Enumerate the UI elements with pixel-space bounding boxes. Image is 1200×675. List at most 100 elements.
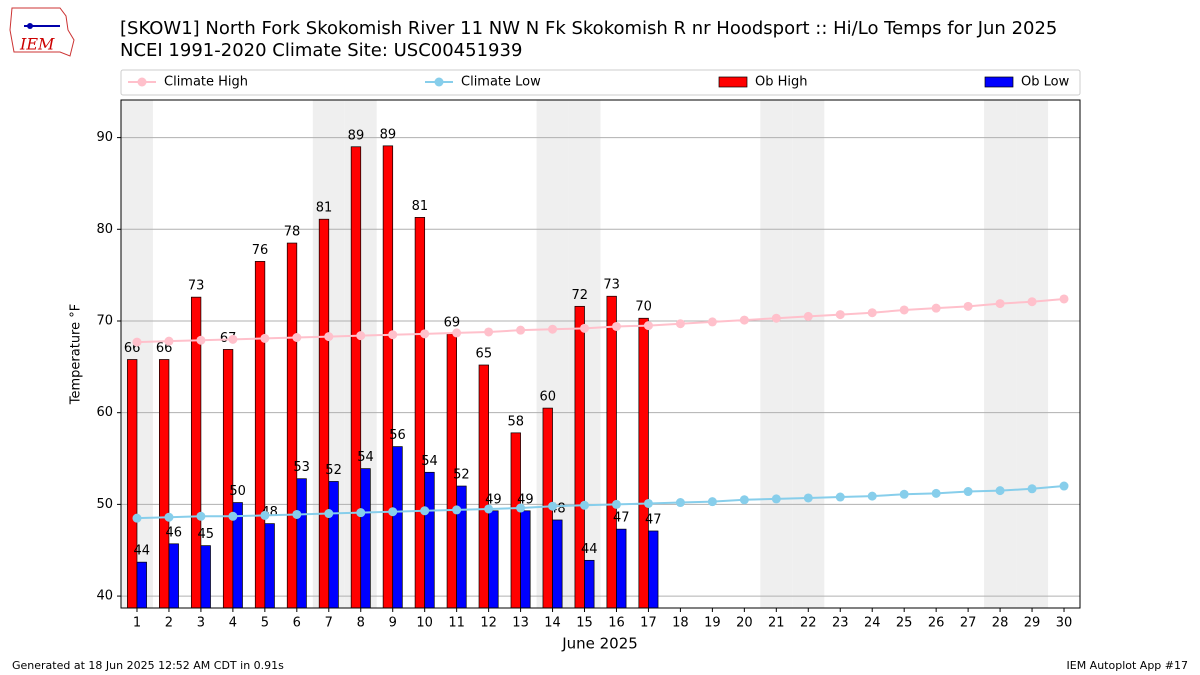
bar xyxy=(296,478,307,609)
point xyxy=(388,330,398,340)
x-tick-label: 9 xyxy=(389,616,397,631)
point xyxy=(324,509,334,519)
point xyxy=(803,493,813,503)
legend-label: Climate High xyxy=(164,75,248,90)
data-label: 81 xyxy=(412,199,429,214)
data-label: 46 xyxy=(165,525,182,540)
point xyxy=(1027,297,1037,307)
footer-left: Generated at 18 Jun 2025 12:52 AM CDT in… xyxy=(12,659,284,672)
point xyxy=(643,498,653,508)
point xyxy=(931,303,941,313)
x-tick-label: 3 xyxy=(197,616,205,631)
point xyxy=(260,333,270,343)
point xyxy=(228,511,238,521)
bar xyxy=(350,146,362,609)
weekend-shade xyxy=(1016,100,1049,608)
point xyxy=(739,495,749,505)
x-tick-label: 19 xyxy=(704,616,721,631)
point xyxy=(484,504,494,514)
bar xyxy=(382,145,394,609)
data-label: 49 xyxy=(517,492,534,507)
x-tick-label: 4 xyxy=(229,616,237,631)
bar xyxy=(648,530,659,609)
point xyxy=(356,331,366,341)
bar xyxy=(510,432,521,609)
weekend-shade xyxy=(984,100,1017,608)
line xyxy=(136,485,1065,520)
point xyxy=(388,507,398,517)
point xyxy=(420,506,430,516)
point xyxy=(580,323,590,333)
data-label: 44 xyxy=(581,542,598,557)
line xyxy=(136,297,1065,344)
x-tick-label: 6 xyxy=(293,616,301,631)
data-label: 52 xyxy=(453,468,470,483)
bar xyxy=(638,317,649,609)
legend-label: Ob Low xyxy=(1021,75,1070,90)
bar xyxy=(488,510,499,609)
x-tick-label: 24 xyxy=(864,616,881,631)
bar xyxy=(584,559,595,609)
bar xyxy=(159,359,170,609)
plot-frame xyxy=(120,99,1081,609)
data-label: 52 xyxy=(325,463,342,478)
point xyxy=(260,510,270,520)
x-axis-label: June 2025 xyxy=(561,635,638,653)
data-label: 54 xyxy=(421,454,438,469)
data-label: 81 xyxy=(316,201,333,216)
legend-label: Climate Low xyxy=(461,75,541,90)
weekend-shade xyxy=(792,100,825,608)
bar xyxy=(478,364,489,609)
bar xyxy=(424,471,435,609)
x-tick-label: 21 xyxy=(768,616,785,631)
data-label: 78 xyxy=(284,225,301,240)
data-label: 73 xyxy=(603,278,620,293)
point xyxy=(675,498,685,508)
bar xyxy=(392,446,403,609)
point xyxy=(452,328,462,338)
point xyxy=(548,501,558,511)
x-tick-label: 17 xyxy=(640,616,657,631)
legend-swatch xyxy=(984,76,1014,88)
point xyxy=(995,299,1005,309)
bar xyxy=(328,481,339,609)
bar xyxy=(168,543,179,609)
data-label: 49 xyxy=(485,492,502,507)
point xyxy=(516,503,526,513)
point xyxy=(420,329,430,339)
point xyxy=(899,489,909,499)
x-tick-label: 25 xyxy=(896,616,913,631)
data-label: 89 xyxy=(348,128,365,143)
point xyxy=(611,321,621,331)
legend-marker xyxy=(434,77,444,87)
point xyxy=(771,313,781,323)
x-tick-label: 22 xyxy=(800,616,817,631)
x-tick-label: 1 xyxy=(133,616,141,631)
y-axis-label: Temperature °F xyxy=(69,304,84,405)
legend-label: Ob High xyxy=(755,75,808,90)
point xyxy=(196,335,206,345)
point xyxy=(324,332,334,342)
x-tick-label: 7 xyxy=(325,616,333,631)
x-tick-label: 2 xyxy=(165,616,173,631)
x-tick-label: 14 xyxy=(544,616,561,631)
x-tick-label: 23 xyxy=(832,616,849,631)
logo-outline xyxy=(9,7,75,57)
bar xyxy=(574,305,585,609)
point xyxy=(899,305,909,315)
y-tick-label: 60 xyxy=(96,405,113,420)
point xyxy=(580,500,590,510)
chart-title: [SKOW1] North Fork Skokomish River 11 NW… xyxy=(120,18,1057,39)
x-tick-label: 20 xyxy=(736,616,753,631)
x-tick-label: 8 xyxy=(357,616,365,631)
legend-marker xyxy=(137,77,147,87)
data-label: 73 xyxy=(188,279,205,294)
bar xyxy=(318,218,330,609)
x-tick-label: 12 xyxy=(480,616,497,631)
logo-dot xyxy=(27,23,33,29)
y-tick-label: 40 xyxy=(96,589,113,604)
point xyxy=(931,488,941,498)
x-tick-label: 29 xyxy=(1024,616,1041,631)
data-label: 47 xyxy=(645,512,662,527)
